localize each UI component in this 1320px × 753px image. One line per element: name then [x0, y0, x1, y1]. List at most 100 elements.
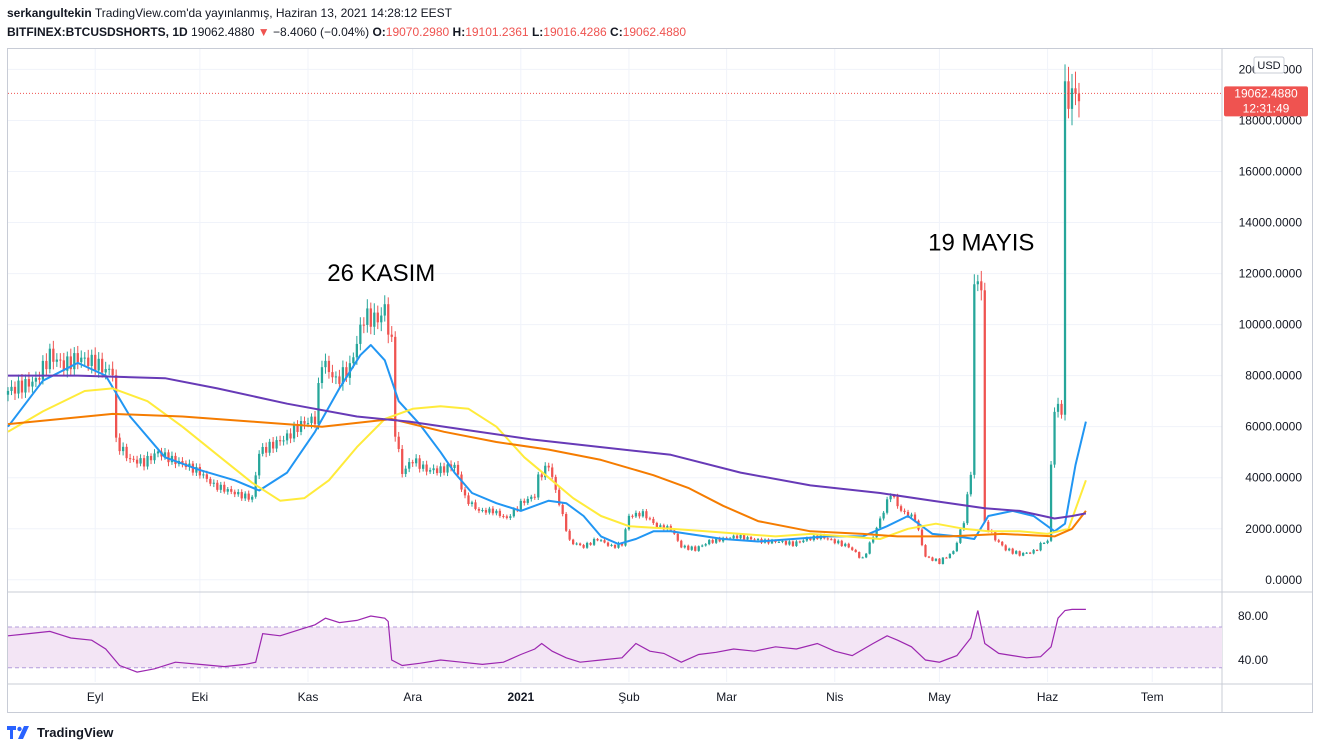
last-price-tag: [1224, 86, 1308, 117]
candle-up: [882, 512, 885, 519]
candle-down: [271, 441, 275, 449]
candle-down: [87, 357, 90, 366]
candle-up: [1056, 403, 1060, 412]
candle-up: [212, 482, 215, 484]
symbol-name[interactable]: BITFINEX:BTCUSDSHORTS, 1D: [7, 25, 188, 39]
candle-up: [1008, 548, 1011, 551]
candle-down: [523, 500, 526, 503]
candle-up: [659, 525, 662, 528]
candle-up: [795, 541, 798, 546]
time-tick-label: 2021: [507, 690, 534, 704]
candle-up: [708, 540, 711, 545]
candle-up: [512, 508, 515, 517]
candle-up: [704, 544, 707, 546]
price-tick-label: 16000.0000: [1239, 164, 1303, 178]
candle-up: [537, 474, 540, 498]
author-name[interactable]: serkangultekin: [7, 6, 92, 20]
candle-down: [533, 496, 536, 498]
candle-down: [181, 460, 184, 464]
candle-down: [931, 557, 934, 561]
candle-up: [324, 360, 327, 368]
candle-up: [756, 538, 760, 541]
candle-up: [366, 308, 369, 325]
candle-down: [896, 496, 899, 507]
candle-down: [561, 504, 564, 515]
time-tick-label: May: [928, 690, 951, 704]
price-tick-label: 4000.0000: [1245, 471, 1302, 485]
candle-down: [620, 542, 624, 546]
tradingview-logo-icon: [7, 726, 29, 739]
candle-down: [94, 354, 97, 371]
candle-up: [146, 455, 149, 467]
candle-down: [742, 535, 746, 540]
currency-box: [1253, 56, 1285, 74]
candle-down: [491, 508, 495, 514]
candle-up: [258, 453, 261, 476]
change-down-icon: ▼: [257, 25, 270, 39]
close-label: C:: [610, 25, 623, 39]
candle-down: [983, 290, 986, 522]
candle-up: [683, 545, 686, 548]
candle-up: [868, 542, 871, 554]
candle-up: [408, 462, 411, 469]
candle-up: [481, 510, 484, 512]
candle-up: [610, 544, 613, 546]
candle-up: [251, 496, 254, 500]
candle-down: [484, 510, 488, 513]
candle-up: [359, 324, 362, 344]
candle-down: [401, 448, 404, 474]
price-tick-label: 14000.0000: [1239, 216, 1303, 230]
candle-down: [551, 467, 554, 477]
candle-up: [299, 421, 303, 432]
candle-up: [6, 390, 10, 395]
currency-label: USD: [1257, 60, 1280, 72]
candle-up: [889, 496, 892, 500]
time-tick-label: Mar: [716, 690, 737, 704]
candle-down: [938, 558, 941, 564]
candle-up: [701, 545, 704, 547]
candle-down: [115, 375, 118, 438]
candle-up: [104, 369, 107, 373]
candle-up: [1046, 540, 1049, 543]
ma-line-ma-long: [7, 412, 1087, 538]
candle-down: [505, 516, 508, 518]
candle-down: [547, 465, 550, 468]
candle-up: [627, 515, 631, 530]
candle-down: [135, 459, 139, 464]
candle-up: [66, 356, 69, 371]
annotation-label: 26 KASIM: [327, 260, 435, 287]
candle-down: [735, 535, 739, 539]
candle-up: [41, 360, 45, 380]
last-price-tag-value: 19062.4880: [1234, 86, 1298, 100]
candle-up: [10, 386, 13, 391]
low-label: L:: [531, 25, 544, 39]
high-label: H:: [452, 25, 466, 39]
candle-down: [840, 540, 843, 547]
candle-up: [948, 553, 952, 558]
candle-up: [90, 354, 93, 366]
candle-down: [606, 542, 610, 546]
time-tick-label: Nis: [826, 690, 843, 704]
symbol-legend: BITFINEX:BTCUSDSHORTS, 1D 19062.4880 ▼ −…: [7, 25, 686, 39]
candle-down: [456, 464, 460, 475]
candle-up: [17, 380, 20, 394]
candle-down: [209, 478, 212, 484]
candle-up: [962, 523, 965, 530]
candle-down: [362, 324, 365, 326]
tradingview-footer[interactable]: TradingView: [7, 724, 113, 740]
candle-up: [1025, 552, 1028, 554]
candle-up: [415, 458, 418, 464]
candle-down: [38, 378, 41, 380]
candle-down: [638, 512, 641, 517]
candle-down: [167, 452, 170, 463]
candle-up: [781, 540, 784, 542]
candle-down: [442, 466, 446, 473]
candle-up: [334, 376, 338, 378]
candle-down: [142, 458, 146, 467]
candle-down: [927, 556, 931, 558]
candle-down: [463, 489, 467, 496]
candle-down: [411, 462, 414, 464]
candle-up: [575, 543, 578, 545]
last-price: 19062.4880: [191, 25, 255, 39]
